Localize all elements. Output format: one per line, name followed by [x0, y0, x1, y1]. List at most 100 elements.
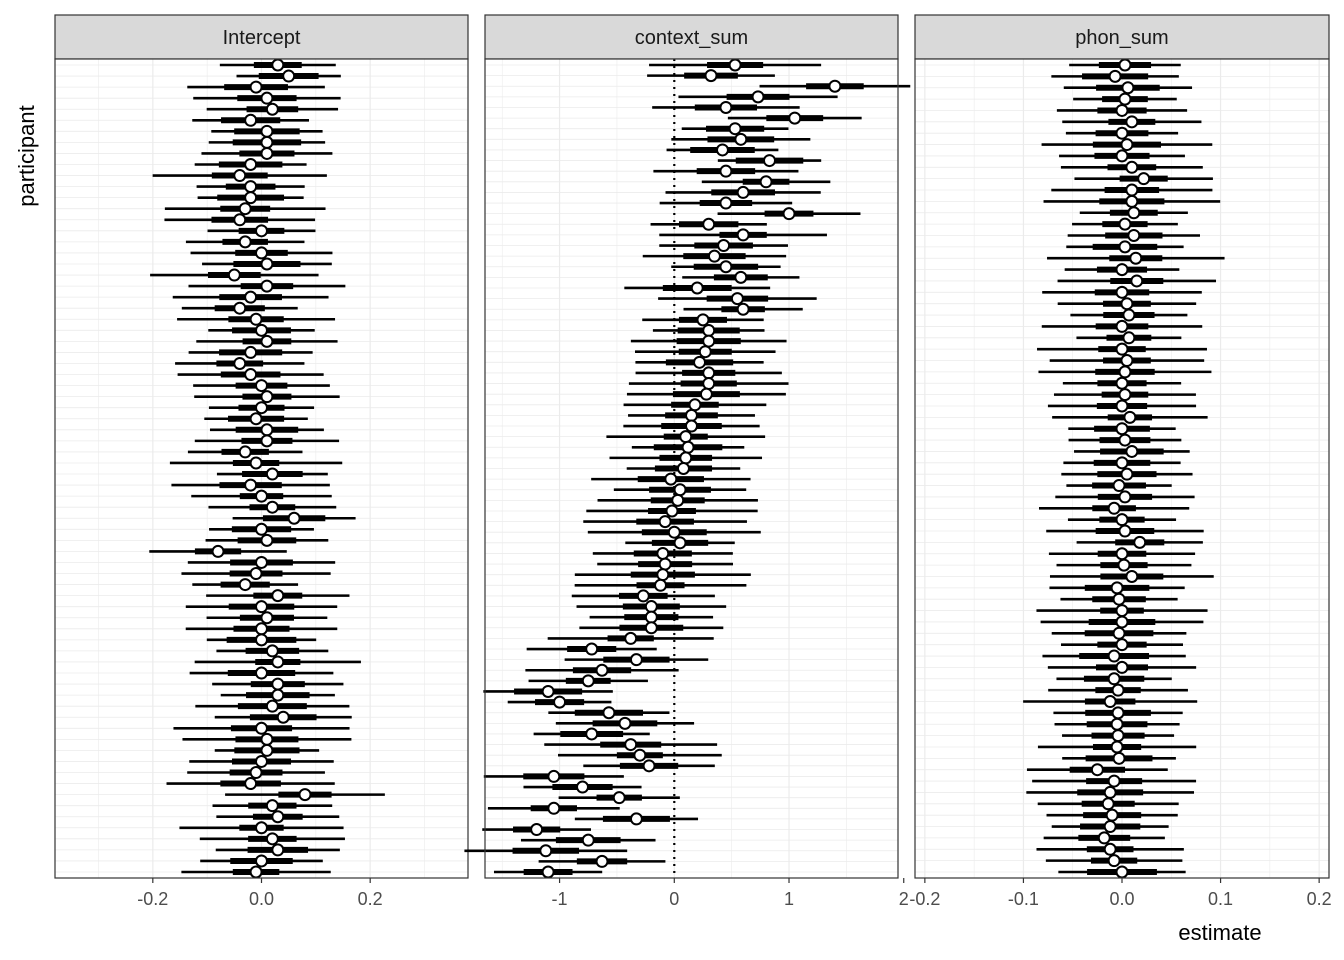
participant-estimate [193, 91, 341, 105]
participant-estimate [1042, 285, 1202, 299]
participant-estimate [1042, 649, 1186, 663]
point-estimate [1101, 797, 1115, 811]
point-estimate [1118, 217, 1132, 231]
x-tick-label: 1 [784, 889, 794, 909]
participant-estimate [181, 865, 331, 879]
point-estimate [1115, 342, 1129, 356]
participant-estimate [164, 202, 326, 216]
point-estimate [1115, 547, 1129, 561]
point-estimate [763, 154, 777, 168]
point-estimate [734, 270, 748, 284]
point-estimate [249, 312, 263, 326]
participant-estimate [576, 600, 727, 614]
point-estimate [1115, 615, 1129, 629]
participant-estimate [1069, 58, 1181, 72]
participant-estimate [520, 833, 656, 847]
point-estimate [547, 769, 561, 783]
participant-estimate [1065, 126, 1179, 140]
participant-estimate [659, 196, 793, 210]
participant-estimate [152, 169, 327, 183]
participant-estimate [204, 412, 308, 426]
participant-estimate [1051, 820, 1169, 834]
point-estimate [260, 124, 274, 138]
point-estimate [1118, 388, 1132, 402]
participant-estimate [1048, 683, 1188, 697]
participant-estimate [1023, 695, 1198, 709]
participant-estimate [188, 279, 346, 293]
point-estimate [693, 355, 707, 369]
point-estimate [260, 135, 274, 149]
participant-estimate [1037, 797, 1179, 811]
point-estimate [255, 246, 268, 260]
participant-estimate [650, 217, 767, 231]
point-estimate [676, 462, 690, 475]
participant-estimate [1061, 638, 1183, 652]
participant-estimate [190, 246, 333, 260]
point-estimate [1111, 683, 1125, 697]
point-estimate [255, 854, 268, 868]
point-estimate [271, 58, 285, 72]
participant-estimate [187, 555, 336, 569]
participant-estimate [558, 748, 722, 762]
point-estimate [679, 451, 693, 465]
participant-estimate [626, 387, 786, 401]
point-estimate [233, 169, 247, 183]
participant-estimate [526, 642, 657, 656]
point-estimate [644, 621, 658, 635]
participant-estimate [525, 663, 679, 677]
point-estimate [233, 356, 247, 370]
participant-estimate [1049, 581, 1185, 595]
participant-estimate [523, 780, 642, 794]
point-estimate [1115, 660, 1129, 674]
participant-estimate [555, 716, 695, 730]
point-estimate [719, 164, 733, 178]
point-estimate [665, 504, 679, 518]
x-tick-label: -0.2 [909, 889, 940, 909]
participant-estimate [205, 533, 329, 547]
point-estimate [260, 611, 274, 625]
point-estimate [1115, 126, 1129, 140]
participant-estimate [671, 260, 781, 274]
point-estimate [1125, 183, 1139, 197]
participant-estimate [1070, 308, 1188, 322]
point-estimate [1115, 319, 1129, 333]
point-estimate [1121, 81, 1135, 95]
participant-estimate [1061, 467, 1193, 481]
point-estimate [1110, 740, 1124, 754]
participant-estimate [181, 301, 298, 315]
point-estimate [1112, 479, 1126, 493]
point-estimate [730, 292, 744, 306]
point-estimate [702, 334, 716, 348]
point-estimate [255, 721, 268, 735]
point-estimate [1115, 149, 1129, 163]
point-estimate [1123, 410, 1137, 424]
x-tick-label: 0.2 [1307, 889, 1332, 909]
participant-estimate [587, 525, 761, 539]
participant-estimate [681, 122, 789, 136]
point-estimate [576, 780, 590, 794]
participant-estimate [647, 69, 775, 83]
participant-estimate [597, 493, 758, 507]
participant-estimate [1063, 456, 1181, 470]
point-estimate [1112, 626, 1126, 640]
point-estimate [260, 732, 274, 746]
participant-estimate [634, 345, 776, 359]
point-estimate [287, 511, 301, 525]
participant-estimate [1062, 115, 1202, 129]
participant-estimate [196, 334, 338, 348]
point-estimate [719, 260, 733, 274]
point-estimate [633, 748, 647, 762]
participant-estimate [164, 213, 316, 227]
point-estimate [782, 207, 796, 221]
participant-estimate [682, 270, 800, 284]
point-estimate [553, 695, 567, 709]
x-tick-label: 0.1 [1208, 889, 1233, 909]
point-estimate [255, 666, 268, 680]
strip-label: Intercept [223, 27, 301, 49]
point-estimate [612, 791, 626, 805]
strip-label: context_sum [635, 27, 748, 49]
point-estimate [644, 600, 658, 614]
participant-estimate [507, 695, 612, 709]
